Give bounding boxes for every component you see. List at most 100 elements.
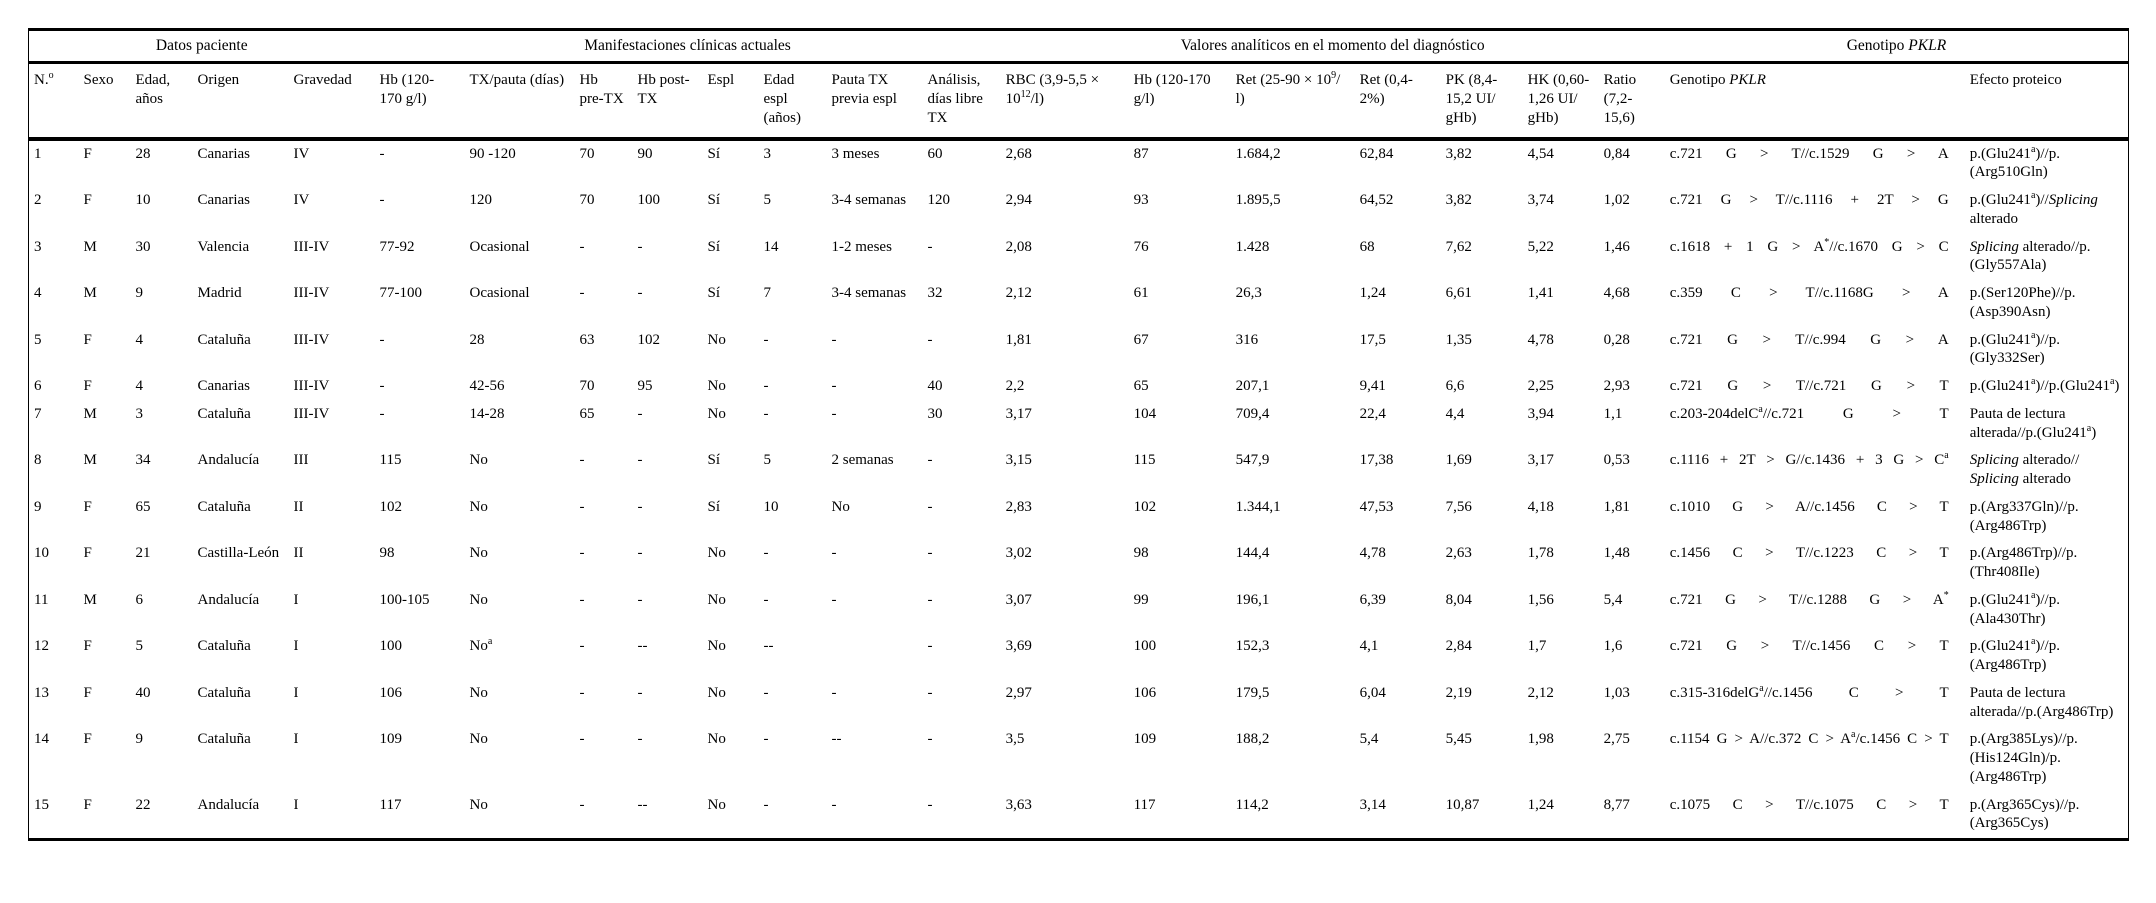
table-cell: 14 (763, 238, 779, 255)
table-cell: 4,78 (1359, 545, 1386, 562)
genotype-cell: c.1154 G > A/​/​c.372 C > Aa/​c.1456 C >… (1669, 729, 1949, 748)
table-cell: 3,5 (1005, 731, 1025, 748)
table-cell: 109 (1133, 731, 1157, 748)
table-cell (827, 633, 923, 680)
table-cell: 1,81 (1005, 331, 1032, 348)
table-cell: 104 (1133, 405, 1157, 422)
table-cell: Canarias (197, 192, 250, 209)
table-cell: 6 (135, 591, 144, 608)
column-header: Edad espl (años) (758, 62, 827, 141)
column-header: Pauta TX previa espl (826, 62, 923, 141)
table-cell: - (763, 405, 769, 422)
table-cell: - (831, 378, 837, 395)
table-cell: p.(Glu241a)/​/​p.(Ala430Thr) (1969, 589, 2060, 627)
table-cell: 1,35 (1445, 331, 1472, 348)
table-cell: M (83, 238, 97, 255)
table-cell: 3 (135, 405, 144, 422)
table-cell: - (637, 731, 643, 748)
table-cell: 8 (34, 452, 42, 469)
table-cell: - (763, 796, 769, 813)
table-cell: 5,22 (1527, 238, 1554, 255)
table-cell: -- (831, 731, 842, 748)
table-row: 14 F 9 Cataluña I 109 No - - No - -- -3,5 109 188,2 5,4… (29, 726, 2129, 791)
table-cell: - (579, 796, 585, 813)
table-cell: Sí (707, 145, 721, 162)
table-cell: No (469, 498, 488, 515)
table-cell: 21 (135, 545, 151, 562)
table-cell: 3,14 (1359, 796, 1386, 813)
table-row: 1 F 28 Canarias IV - 90 -120 70 90 Sí 3 3 meses 60 2,… (29, 139, 2129, 188)
table-cell: 1-2 meses (831, 238, 892, 255)
table-cell: 0,84 (1603, 145, 1630, 162)
column-header: Sexo (78, 62, 131, 141)
table-cell: - (763, 731, 769, 748)
table-cell: 144,4 (1235, 545, 1270, 562)
table-cell: No (707, 591, 726, 608)
table-cell: 2 (34, 192, 42, 209)
table-cell: Splicing alterado/​/​Splicing alterado (1969, 452, 2080, 488)
table-cell: Ocasional (469, 285, 530, 302)
table-cell: 6 (34, 378, 42, 395)
table-cell: 17,5 (1359, 331, 1386, 348)
table-cell: 5,4 (1603, 591, 1623, 608)
column-header: Hb (120-170 g/​l) (374, 62, 465, 141)
table-cell: 6,39 (1359, 591, 1386, 608)
table-cell: 5 (763, 452, 772, 469)
table-cell: F (83, 731, 92, 748)
table-row: 7 M 3 Cataluña III-IV - 14-28 65 - No - - 30 3,17 104 7… (29, 401, 2129, 448)
table-cell: 1,78 (1527, 545, 1554, 562)
table-row: 5 F 4 Cataluña III-IV - 28 63 102 No - - - 1,81 67 316 1… (29, 327, 2129, 374)
table-row: 9 F 65 Cataluña II 102 No - - Sí 10 No - 2,83 102 1.344… (29, 494, 2129, 541)
table-cell: 42-56 (469, 378, 505, 395)
table-cell: 1,41 (1527, 285, 1554, 302)
table-cell: 1,46 (1603, 238, 1630, 255)
table-cell: 2,97 (1005, 684, 1032, 701)
genotype-cell: c.721 G > T/​/​c.994 G > A (1669, 331, 1949, 348)
column-header: TX/​pauta (días) (464, 62, 575, 141)
column-header: Hb pre-TX (574, 62, 633, 141)
table-cell: 40 (927, 378, 943, 395)
table-cell: 98 (379, 545, 395, 562)
table-cell: 77-100 (379, 285, 423, 302)
group-header: Manifestaciones clínicas actuales (374, 29, 1001, 65)
table-cell: 28 (135, 145, 151, 162)
genotype-cell: c.721 G > T/​/​c.721 G > T (1669, 378, 1949, 395)
table-cell: 1.344,1 (1235, 498, 1281, 515)
table-row: 10 F 21 Castilla-León II 98 No - - No - - - 3,02 98 144… (29, 540, 2129, 587)
table-cell: - (927, 331, 933, 348)
column-header-row: N.o Sexo Edad, años Origen Gravedad Hb (120-1… (28, 62, 2129, 141)
table-cell: p.(Arg486Trp)/​/​p.(Thr408Ile) (1969, 545, 2078, 581)
column-header: Análisis, días libre TX (922, 62, 1001, 141)
table-cell: Andalucía (197, 591, 260, 608)
column-header: Efecto proteico (1964, 62, 2129, 141)
table-cell: 2,63 (1445, 545, 1472, 562)
table-cell: 3,69 (1005, 638, 1032, 655)
table-cell: 207,1 (1235, 378, 1270, 395)
table-cell: F (83, 796, 92, 813)
table-cell: - (579, 591, 585, 608)
table-cell: 0,28 (1603, 331, 1630, 348)
table-cell: 1,1 (1603, 405, 1623, 422)
table-cell: -- (637, 638, 648, 655)
table-cell: - (637, 452, 643, 469)
table-cell: 100 (637, 192, 661, 209)
table-cell: F (83, 684, 92, 701)
column-header: Gravedad (288, 62, 375, 141)
table-cell: F (83, 378, 92, 395)
table-cell: 2,84 (1445, 638, 1472, 655)
column-header: Edad, años (130, 62, 193, 141)
table-cell: No (707, 378, 726, 395)
table-cell: - (379, 331, 385, 348)
table-cell: F (83, 192, 92, 209)
genotype-cell: c.1116 + 2T > G/​/​c.1436 + 3 G > Ca (1669, 450, 1949, 469)
table-cell: No (707, 638, 726, 655)
column-header: Origen (192, 62, 289, 141)
table-cell: 26,3 (1235, 285, 1262, 302)
table-cell: 2,25 (1527, 378, 1554, 395)
table-cell: 13 (34, 684, 49, 701)
table-cell: 93 (1133, 192, 1149, 209)
table-cell: M (83, 452, 97, 469)
table-cell: 28 (469, 331, 485, 348)
table-cell: 4,68 (1603, 285, 1630, 302)
table-cell: 14 (34, 731, 49, 748)
